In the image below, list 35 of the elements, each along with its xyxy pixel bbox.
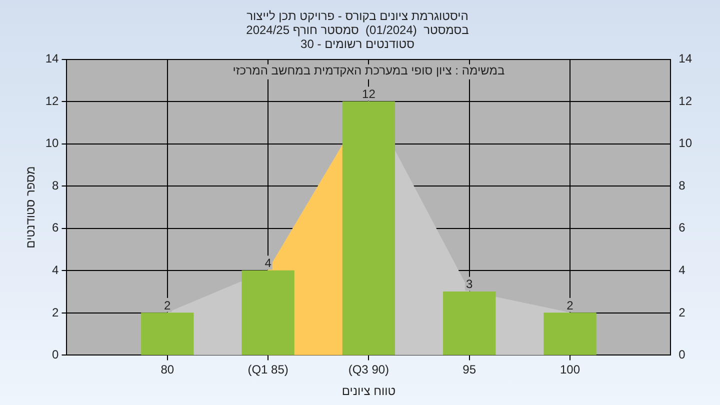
data-label: 12 [362, 86, 376, 101]
x-axis-title: טווח ציונים [342, 384, 396, 398]
x-tick-label: (Q1 85) [248, 362, 288, 377]
data-label: 3 [466, 277, 474, 292]
y2-tick-label: 8 [678, 178, 686, 192]
bar [141, 312, 194, 356]
x-tick-label: 80 [160, 362, 174, 377]
y-tick-label: 14 [45, 52, 60, 66]
y-axis-title: מספר סטודנטים [24, 166, 38, 248]
y-tick-label: 8 [52, 178, 60, 192]
x-tick-label: 95 [462, 362, 476, 377]
y2-tick-label: 10 [678, 136, 692, 150]
x-tick-label: 100 [560, 362, 580, 377]
bar [544, 312, 596, 356]
bar [443, 291, 496, 356]
y2-tick-label: 2 [678, 305, 686, 320]
y-tick-label: 0 [52, 348, 60, 362]
y2-tick-label: 6 [678, 220, 686, 235]
bar [242, 270, 294, 356]
annotation: במשימה : ציון סופי במערכת האקדמית במחשב המרכזי [232, 64, 505, 78]
y2-tick-label: 0 [678, 348, 686, 362]
y-tick-label: 4 [52, 263, 60, 277]
data-label: 2 [164, 298, 172, 312]
chart-title: היסטוגרמת ציונים בקורס - פרויקט תכן לייצור [246, 9, 468, 24]
data-label: 2 [566, 298, 574, 312]
chart-subtitle: בסמסטר (01/2024) סמסטר חורף 2024/25 סטודנטים רשומים - 30 [246, 23, 469, 51]
y2-tick-label: 12 [678, 94, 692, 108]
y-tick-label: 10 [45, 136, 60, 150]
y-tick-label: 6 [52, 220, 60, 235]
y-tick-label: 2 [52, 305, 60, 320]
y-tick-label: 12 [45, 94, 60, 108]
x-tick-label: (Q3 90) [348, 362, 390, 377]
y2-tick-label: 14 [678, 52, 692, 66]
y2-tick-label: 4 [678, 263, 686, 277]
data-label: 4 [264, 256, 272, 270]
